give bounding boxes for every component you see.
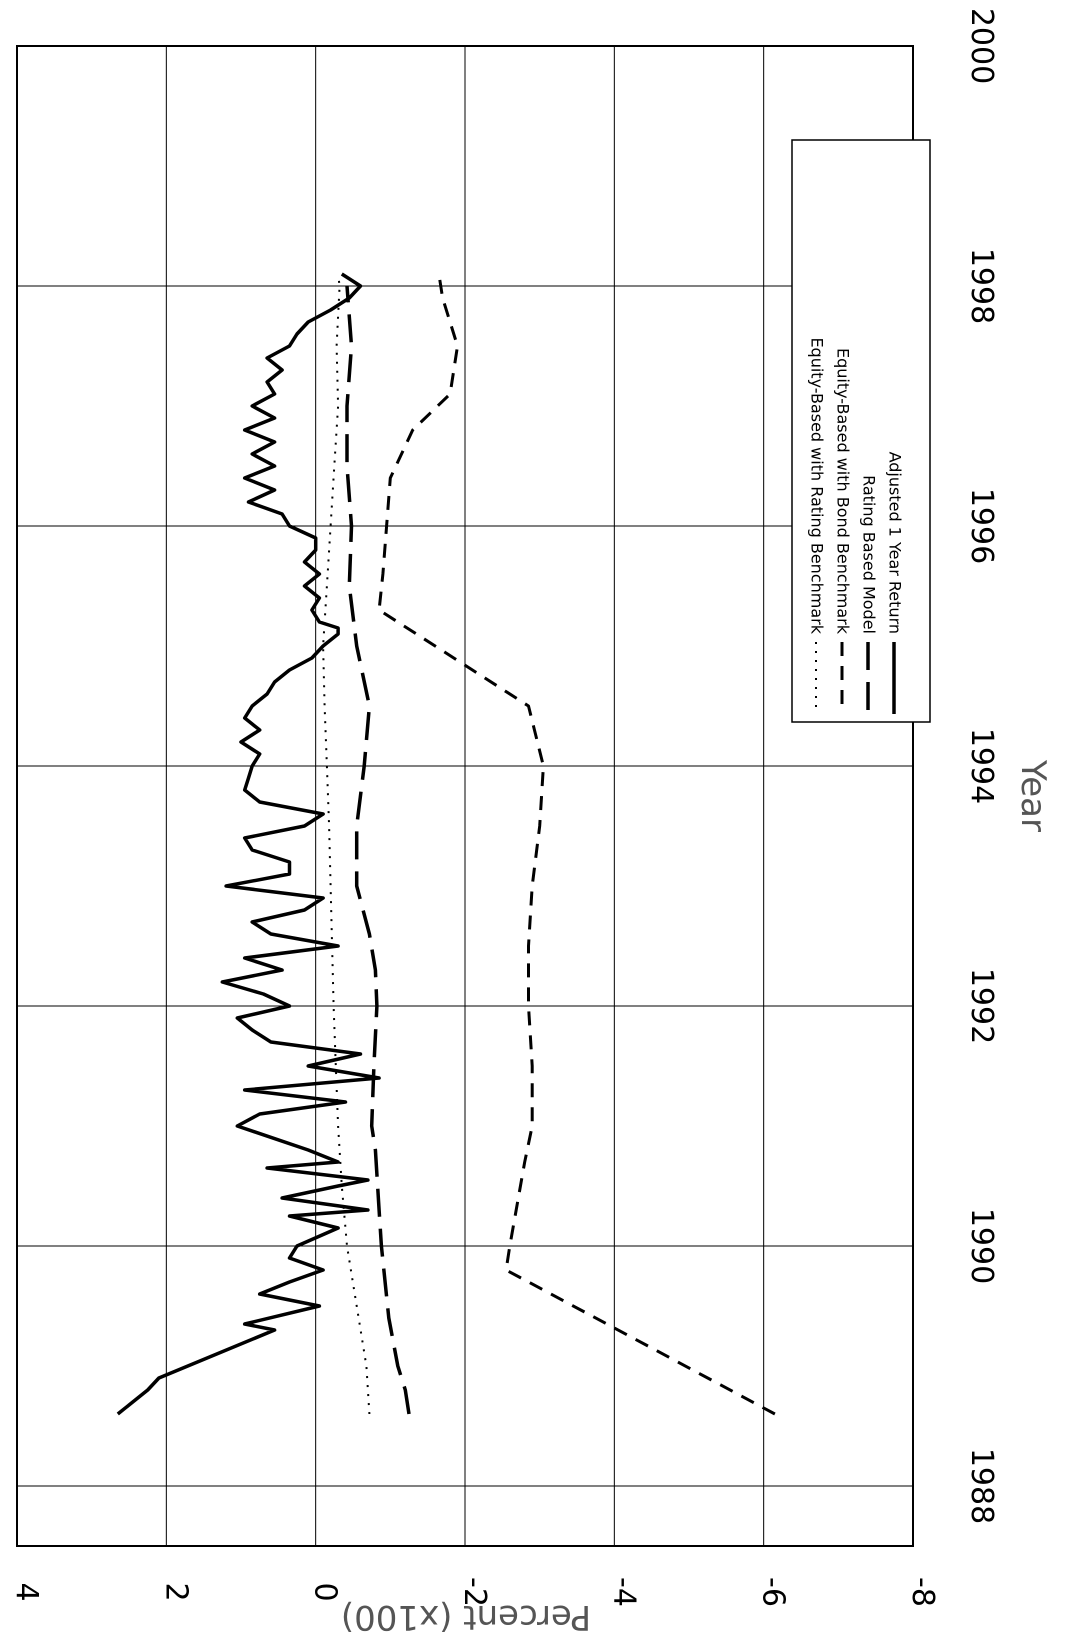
x-tick-label: 1998: [964, 248, 999, 324]
series-line-0: [322, 273, 371, 1415]
x-tick-label: 1990: [964, 1208, 999, 1284]
y-tick-label: 0: [308, 1582, 343, 1601]
y-tick-label: -8: [905, 1577, 940, 1607]
tick-labels: 1988 1990 1992 1994 1996 1998 2000 4 2 0 -2 -4 -6 -8: [9, 8, 999, 1607]
x-axis-title: Year: [1013, 759, 1053, 832]
x-tick-label: 2000: [964, 8, 999, 84]
y-tick-label: -4: [606, 1577, 641, 1607]
series-line-3: [116, 272, 381, 1416]
series-line-1: [377, 273, 776, 1416]
series-layer: [116, 272, 776, 1416]
y-tick-label: 4: [9, 1582, 44, 1601]
series-line-2: [345, 285, 411, 1415]
legend-label: Rating Based Model: [860, 475, 879, 634]
legend-entries: Equity-Based with Rating Benchmark Equity…: [808, 337, 905, 714]
x-tick-label: 1988: [964, 1448, 999, 1524]
x-tick-label: 1992: [964, 968, 999, 1044]
y-tick-label: -6: [756, 1577, 791, 1607]
grid: [16, 45, 914, 1546]
plot-frame: [16, 45, 914, 1547]
y-tick-label: -2: [457, 1577, 492, 1607]
legend-label: Equity-Based with Bond Benchmark: [834, 348, 853, 635]
legend-label: Adjusted 1 Year Return: [886, 452, 905, 634]
legend-box: [791, 139, 931, 723]
legend-label: Equity-Based with Rating Benchmark: [808, 337, 827, 634]
y-axis-title: Percent (x100): [341, 1597, 591, 1637]
x-tick-label: 1994: [964, 728, 999, 804]
x-tick-label: 1996: [964, 488, 999, 564]
y-tick-label: 2: [158, 1582, 193, 1601]
legend: Equity-Based with Rating Benchmark Equity…: [791, 139, 931, 723]
